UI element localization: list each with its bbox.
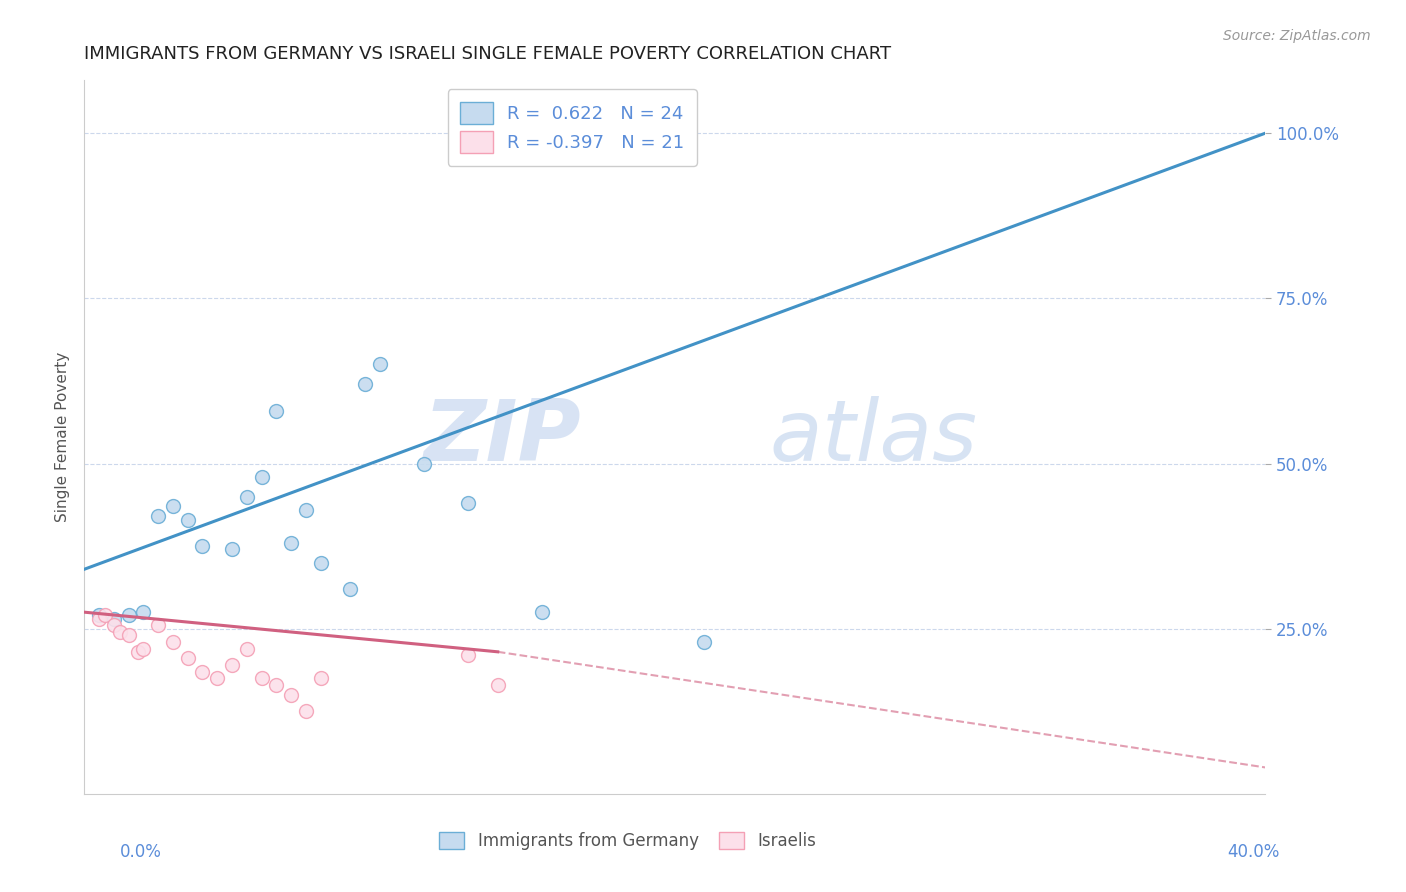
Point xyxy=(108,625,131,640)
Point xyxy=(266,678,288,692)
Point xyxy=(531,605,554,619)
Y-axis label: Single Female Poverty: Single Female Poverty xyxy=(55,352,70,522)
Point xyxy=(132,605,155,619)
Point xyxy=(103,618,125,632)
Point xyxy=(457,496,479,510)
Point xyxy=(250,469,273,483)
Text: IMMIGRANTS FROM GERMANY VS ISRAELI SINGLE FEMALE POVERTY CORRELATION CHART: IMMIGRANTS FROM GERMANY VS ISRAELI SINGL… xyxy=(84,45,891,63)
Point xyxy=(162,635,184,649)
Point xyxy=(236,641,259,656)
Point xyxy=(250,671,273,685)
Point xyxy=(486,678,509,692)
Point xyxy=(103,612,125,626)
Legend: Immigrants from Germany, Israelis: Immigrants from Germany, Israelis xyxy=(433,825,823,857)
Text: ZIP: ZIP xyxy=(423,395,581,479)
Point xyxy=(148,509,170,524)
Point xyxy=(309,671,332,685)
Point xyxy=(280,536,302,550)
Text: Source: ZipAtlas.com: Source: ZipAtlas.com xyxy=(1223,29,1371,43)
Point xyxy=(87,608,111,623)
Point xyxy=(177,651,200,665)
Text: 40.0%: 40.0% xyxy=(1227,843,1279,861)
Point xyxy=(339,582,361,596)
Point xyxy=(191,665,214,679)
Point xyxy=(650,145,672,160)
Point xyxy=(132,641,155,656)
Point xyxy=(162,500,184,514)
Point xyxy=(280,688,302,702)
Point xyxy=(94,608,117,623)
Point xyxy=(127,645,149,659)
Point xyxy=(221,542,243,557)
Point xyxy=(295,704,318,718)
Point xyxy=(118,608,141,623)
Point xyxy=(693,635,716,649)
Point xyxy=(148,618,170,632)
Point xyxy=(191,539,214,553)
Point xyxy=(118,628,141,642)
Point xyxy=(295,502,318,516)
Point xyxy=(457,648,479,662)
Point xyxy=(221,658,243,673)
Point xyxy=(236,490,259,504)
Point xyxy=(87,612,111,626)
Point xyxy=(177,513,200,527)
Text: atlas: atlas xyxy=(769,395,977,479)
Point xyxy=(207,671,229,685)
Point xyxy=(309,556,332,570)
Point xyxy=(266,403,288,417)
Point xyxy=(634,145,657,160)
Point xyxy=(354,377,377,392)
Text: 0.0%: 0.0% xyxy=(120,843,162,861)
Point xyxy=(413,457,436,471)
Point xyxy=(368,358,391,372)
